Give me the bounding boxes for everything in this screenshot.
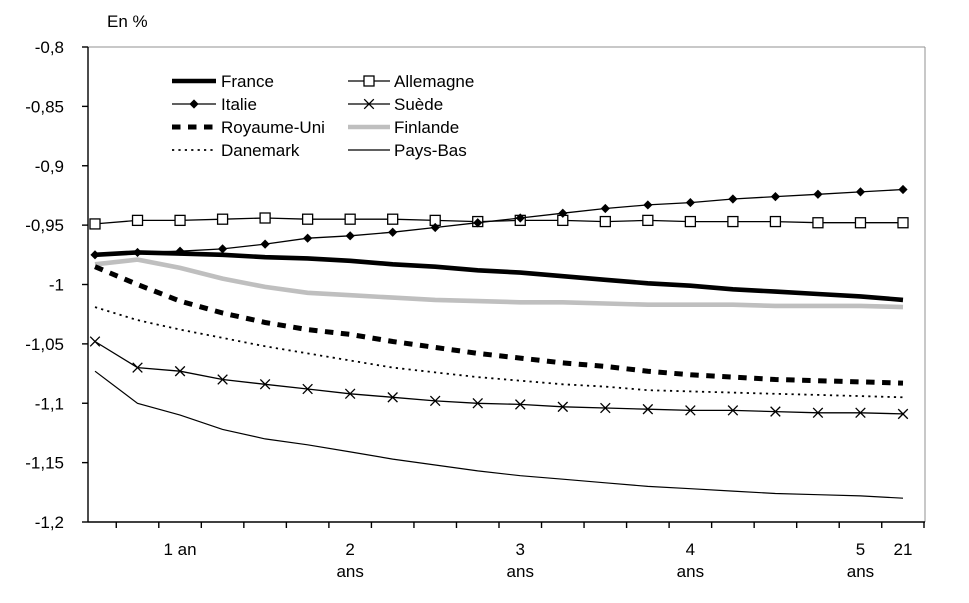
y-axis-unit-label: En % [107, 12, 148, 31]
x-tick-label: 5 [856, 540, 865, 559]
series-royaume-uni [94, 264, 904, 386]
legend-label-italie: Italie [221, 95, 257, 114]
legend-item-allemagne: Allemagne [348, 72, 474, 91]
series-su-de [89, 336, 909, 420]
legend-label-royaume-uni: Royaume-Uni [221, 118, 325, 137]
series-line-danemark [94, 306, 904, 399]
y-tick-label: -0,85 [25, 97, 64, 116]
legend-label-allemagne: Allemagne [394, 72, 474, 91]
legend-label-pays-bas: Pays-Bas [394, 141, 467, 160]
x-tick-label: 2 [345, 540, 354, 559]
legend-label-danemark: Danemark [221, 141, 300, 160]
series-line-france [94, 250, 904, 303]
series-line-royaume-uni [94, 264, 904, 386]
series-line-italie [94, 188, 904, 256]
x-tick-label: 21 [894, 540, 913, 559]
series-markers-su-de [89, 336, 909, 420]
legend-item-pays-bas: Pays-Bas [348, 141, 467, 160]
series-line-finlande [94, 257, 904, 310]
legend-label-su-de: Suède [394, 95, 443, 114]
series-italie [90, 184, 908, 260]
plot-border [88, 46, 926, 522]
x-tick-label: 4 [686, 540, 695, 559]
y-tick-label: -0,8 [35, 38, 64, 57]
legend-item-su-de: Suède [348, 95, 443, 114]
series-danemark [94, 306, 904, 399]
series-france [94, 250, 904, 303]
y-tick-label: -1 [49, 276, 64, 295]
legend-item-finlande: Finlande [348, 118, 459, 137]
series-markers-italie [90, 184, 908, 260]
x-axis: 1 an 2 ans 3 ans 4 ans 5 ans 21 [88, 521, 925, 581]
series-finlande [94, 257, 904, 310]
y-tick-label: -1,15 [25, 454, 64, 473]
y-axis: -0,8 -0,85 -0,9 -0,95 -1 -1,05 -1,1 -1,15 -1,2 [25, 38, 89, 532]
x-tick-label: 1 an [164, 540, 197, 559]
x-tick-label: ans [847, 562, 874, 581]
x-tick-label: ans [507, 562, 534, 581]
y-tick-label: -1,2 [35, 513, 64, 532]
y-tick-label: -1,1 [35, 394, 64, 413]
legend-item-royaume-uni: Royaume-Uni [172, 118, 325, 137]
series-pays-bas [94, 370, 904, 499]
y-tick-label: -1,05 [25, 335, 64, 354]
y-tick-label: -0,95 [25, 216, 64, 235]
x-tick-label: 3 [516, 540, 525, 559]
legend-item-italie: Italie [172, 95, 257, 114]
legend: France Allemagne Italie Suède Royaume-Uni Fin… [172, 72, 474, 160]
y-tick-label: -0,9 [35, 157, 64, 176]
legend-label-finlande: Finlande [394, 118, 459, 137]
x-tick-label: ans [336, 562, 363, 581]
series-line-su-de [94, 340, 904, 415]
legend-label-france: France [221, 72, 274, 91]
legend-item-france: France [172, 72, 274, 91]
series-line-pays-bas [94, 370, 904, 499]
x-tick-label: ans [677, 562, 704, 581]
legend-item-danemark: Danemark [172, 141, 300, 160]
